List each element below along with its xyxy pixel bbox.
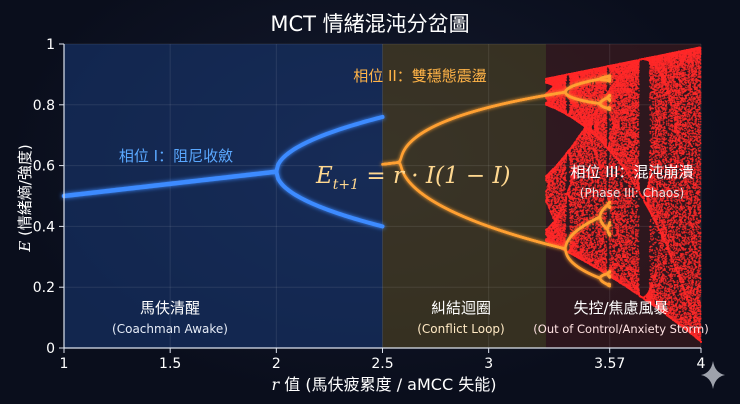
chaos-point — [549, 209, 551, 211]
chaos-point — [546, 194, 548, 196]
chaos-point — [551, 203, 553, 205]
phase-region-1 — [64, 44, 383, 348]
chaos-point — [548, 201, 550, 203]
chaos-point — [551, 213, 553, 215]
chaos-point — [551, 197, 553, 199]
chaos-point — [549, 206, 551, 208]
chaos-point — [549, 190, 551, 192]
chaos-point — [551, 190, 553, 192]
chaos-point — [549, 176, 551, 178]
chaos-point — [548, 191, 550, 193]
chaos-point — [549, 187, 551, 189]
chaos-point — [548, 199, 550, 201]
